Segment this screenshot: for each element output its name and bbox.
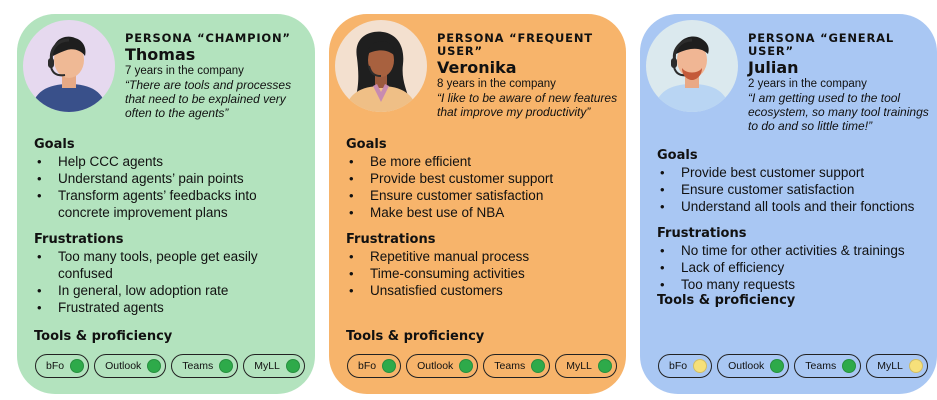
tool-label: MyLL: [566, 360, 592, 372]
persona-years: 7 years in the company: [125, 65, 244, 77]
persona-sections: Goals Be more efficient Provide best cus…: [346, 137, 616, 344]
tool-pill-teams[interactable]: Teams: [794, 354, 862, 378]
tool-pill-myll[interactable]: MyLL: [243, 354, 305, 378]
persona-label: PERSONA “GENERAL USER”: [748, 31, 894, 58]
frustrations-list: No time for other activities & trainings…: [657, 242, 927, 293]
goals-title: Goals: [657, 148, 698, 163]
tool-label: Outlook: [417, 360, 454, 372]
persona-quote: “I am getting used to the tool ecosystem…: [748, 91, 929, 133]
list-item: Transform agents’ feedbacks into concret…: [34, 187, 305, 221]
tool-pill-bfo[interactable]: bFo: [658, 354, 713, 378]
tool-label: bFo: [46, 360, 65, 372]
list-item: Provide best customer support: [346, 170, 616, 187]
list-item: Repetitive manual process: [346, 248, 616, 265]
list-item: Help CCC agents: [34, 153, 305, 170]
persona-years: 8 years in the company: [437, 78, 556, 90]
proficiency-dot: [531, 359, 546, 373]
persona-card-general-user: PERSONA “GENERAL USER” Julian 2 years in…: [640, 14, 937, 394]
persona-header: PERSONA “GENERAL USER” Julian 2 years in…: [748, 31, 929, 134]
tool-pill-bfo[interactable]: bFo: [35, 354, 90, 378]
frustrations-title: Frustrations: [346, 232, 436, 247]
tool-label: Teams: [805, 360, 837, 372]
tools-row: bFo Outlook Teams MyLL: [35, 354, 305, 378]
goals-list: Be more efficient Provide best customer …: [346, 153, 616, 221]
frustrations-title: Frustrations: [657, 226, 747, 241]
list-item: In general, low adoption rate: [34, 282, 305, 299]
goals-title: Goals: [34, 137, 75, 152]
tool-pill-myll[interactable]: MyLL: [866, 354, 928, 378]
tool-pill-teams[interactable]: Teams: [483, 354, 551, 378]
list-item: Frustrated agents: [34, 299, 305, 316]
persona-sections: Goals Provide best customer support Ensu…: [657, 148, 927, 308]
list-item: No time for other activities & trainings: [657, 242, 927, 259]
persona-card-champion: PERSONA “CHAMPION” Thomas 7 years in the…: [17, 14, 315, 394]
frustrations-list: Too many tools, people get easily confus…: [34, 248, 305, 316]
list-item: Understand agents’ pain points: [34, 170, 305, 187]
proficiency-dot: [147, 359, 162, 373]
proficiency-dot: [285, 359, 300, 373]
proficiency-dot: [693, 359, 708, 373]
tool-pill-outlook[interactable]: Outlook: [406, 354, 479, 378]
list-item: Be more efficient: [346, 153, 616, 170]
tool-label: Teams: [494, 360, 526, 372]
goals-list: Help CCC agents Understand agents’ pain …: [34, 153, 305, 221]
proficiency-dot: [842, 359, 857, 373]
frustrations-list: Repetitive manual process Time-consuming…: [346, 248, 616, 299]
list-item: Time-consuming activities: [346, 265, 616, 282]
persona-name: Veronika: [437, 58, 517, 77]
proficiency-dot: [382, 359, 397, 373]
tool-pill-myll[interactable]: MyLL: [555, 354, 617, 378]
list-item: Ensure customer satisfaction: [346, 187, 616, 204]
tool-label: Outlook: [105, 360, 142, 372]
persona-years: 2 years in the company: [748, 78, 867, 90]
proficiency-dot: [459, 359, 474, 373]
tools-row: bFo Outlook Teams MyLL: [658, 354, 928, 378]
tool-pill-outlook[interactable]: Outlook: [717, 354, 790, 378]
list-item: Lack of efficiency: [657, 259, 927, 276]
frequent-user-avatar: [335, 20, 427, 112]
tool-label: MyLL: [877, 360, 903, 372]
general-user-avatar: [646, 20, 738, 112]
goals-title: Goals: [346, 137, 387, 152]
list-item: Unsatisfied customers: [346, 282, 616, 299]
proficiency-dot: [770, 359, 785, 373]
tools-row: bFo Outlook Teams MyLL: [347, 354, 617, 378]
tool-pill-teams[interactable]: Teams: [171, 354, 239, 378]
persona-name: Julian: [748, 58, 799, 77]
persona-header: PERSONA “CHAMPION” Thomas 7 years in the…: [125, 31, 307, 121]
champion-avatar: [23, 20, 115, 112]
tools-title: Tools & proficiency: [346, 329, 485, 344]
tool-pill-bfo[interactable]: bFo: [347, 354, 402, 378]
persona-label: PERSONA “CHAMPION”: [125, 31, 291, 45]
tool-label: MyLL: [254, 360, 280, 372]
frustrations-title: Frustrations: [34, 232, 124, 247]
persona-card-frequent-user: PERSONA “FREQUENT USER” Veronika 8 years…: [329, 14, 626, 394]
list-item: Too many requests: [657, 276, 927, 293]
persona-quote: “I like to be aware of new features that…: [437, 91, 618, 119]
proficiency-dot: [597, 359, 612, 373]
tool-label: bFo: [669, 360, 688, 372]
tools-title: Tools & proficiency: [34, 329, 173, 344]
persona-name: Thomas: [125, 45, 196, 64]
persona-quote: “There are tools and processes that need…: [125, 78, 292, 120]
list-item: Provide best customer support: [657, 164, 927, 181]
list-item: Too many tools, people get easily confus…: [34, 248, 305, 282]
list-item: Understand all tools and their fonctions: [657, 198, 927, 215]
tool-pill-outlook[interactable]: Outlook: [94, 354, 167, 378]
proficiency-dot: [70, 359, 85, 373]
tool-label: bFo: [358, 360, 377, 372]
persona-sections: Goals Help CCC agents Understand agents’…: [34, 137, 305, 344]
tool-label: Outlook: [728, 360, 765, 372]
tool-label: Teams: [182, 360, 214, 372]
proficiency-dot: [908, 359, 923, 373]
proficiency-dot: [219, 359, 234, 373]
persona-header: PERSONA “FREQUENT USER” Veronika 8 years…: [437, 31, 618, 120]
persona-label: PERSONA “FREQUENT USER”: [437, 31, 593, 58]
list-item: Make best use of NBA: [346, 204, 616, 221]
tools-title: Tools & proficiency: [657, 293, 796, 308]
goals-list: Provide best customer support Ensure cus…: [657, 164, 927, 215]
list-item: Ensure customer satisfaction: [657, 181, 927, 198]
